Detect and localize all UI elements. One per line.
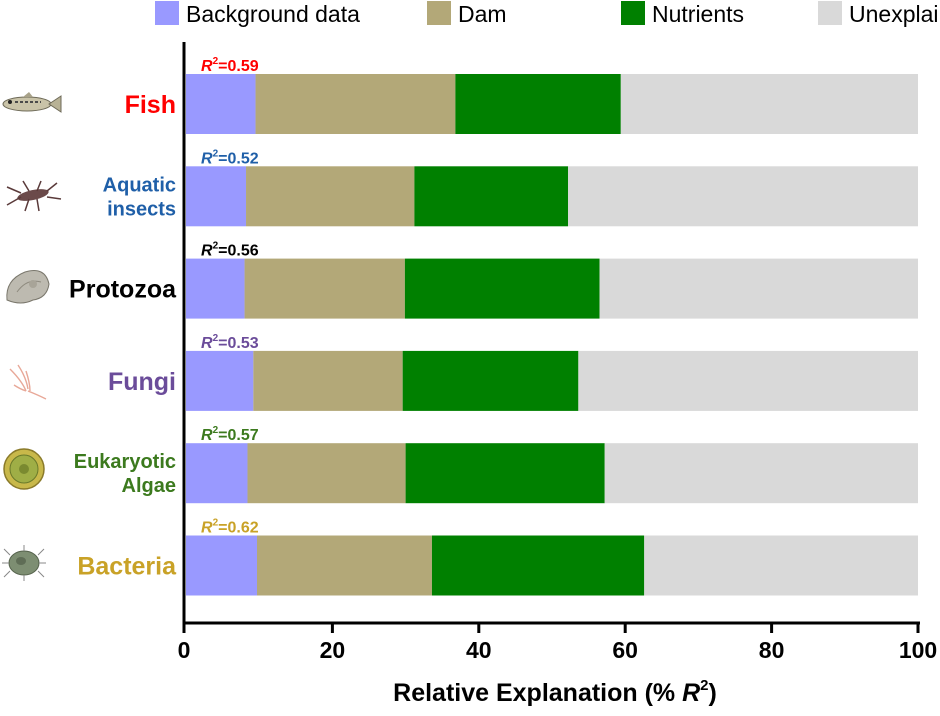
r2-superscript: 2 xyxy=(213,333,219,344)
legend-swatch xyxy=(818,1,842,25)
legend-swatch xyxy=(621,1,645,25)
r2-symbol: R xyxy=(201,150,213,167)
legend-label: Unexplained xyxy=(849,1,940,27)
r2-value: =0.53 xyxy=(218,335,259,352)
x-axis-title: Relative Explanation (% R2) xyxy=(393,677,717,707)
r2-value: =0.62 xyxy=(218,520,259,537)
bar-segment xyxy=(599,258,918,319)
category-label: Fish xyxy=(125,91,176,119)
x-tick-label: 0 xyxy=(178,637,191,663)
r2-value: =0.52 xyxy=(218,150,259,167)
r2-annotations: R2=0.59R2=0.52R2=0.56R2=0.53R2=0.57R2=0.… xyxy=(201,56,259,537)
r2-value: =0.56 xyxy=(218,243,259,260)
x-axis: 0 20 40 60 80 100 xyxy=(178,42,937,663)
r2-symbol: R xyxy=(201,335,213,352)
bar-segment xyxy=(578,350,918,411)
bar-segment xyxy=(620,74,918,134)
x-tick-label: 80 xyxy=(759,637,785,663)
r2-symbol: R xyxy=(201,520,213,537)
bar-segment xyxy=(431,535,645,596)
r2-superscript: 2 xyxy=(213,56,219,67)
legend: Background data Dam Nutrients Unexplained xyxy=(155,1,940,27)
bar-segment xyxy=(402,350,579,411)
r2-superscript: 2 xyxy=(213,518,219,529)
bar-segment xyxy=(414,166,569,227)
legend-item: Unexplained xyxy=(818,1,940,27)
bar-segment xyxy=(455,74,621,134)
x-axis-title-r: R xyxy=(682,679,700,707)
r2-value: =0.57 xyxy=(218,427,259,444)
legend-item: Dam xyxy=(427,1,507,27)
r2-superscript: 2 xyxy=(213,148,219,159)
bar-segment xyxy=(253,350,403,411)
category-label: Fungi xyxy=(108,368,176,396)
legend-item: Nutrients xyxy=(621,1,744,27)
x-tick-label: 40 xyxy=(466,637,492,663)
x-axis-title-prefix: Relative Explanation (% xyxy=(393,679,682,707)
bar-segment xyxy=(186,258,245,319)
category-label: Algae xyxy=(122,475,176,497)
legend-label: Background data xyxy=(186,1,360,27)
bar-segment xyxy=(568,166,918,227)
r2-label: R2=0.52 xyxy=(201,148,259,167)
category-label: insects xyxy=(107,198,176,220)
r2-label: R2=0.56 xyxy=(201,241,259,260)
bar-segment xyxy=(186,166,247,227)
bars xyxy=(186,74,918,596)
legend-label: Nutrients xyxy=(652,1,744,27)
r2-symbol: R xyxy=(201,427,213,444)
organism-icons xyxy=(2,92,62,581)
protozoa-icon xyxy=(6,270,50,304)
legend-swatch xyxy=(427,1,451,25)
bar-segment xyxy=(257,535,432,596)
category-label: Protozoa xyxy=(69,276,177,304)
bar-segment xyxy=(405,443,605,504)
bar-segment xyxy=(604,443,918,504)
bar-segment xyxy=(186,443,248,504)
r2-label: R2=0.59 xyxy=(201,56,259,75)
r2-label: R2=0.62 xyxy=(201,518,259,537)
fungi-icon xyxy=(9,364,47,400)
r2-symbol: R xyxy=(201,58,213,75)
category-label: Bacteria xyxy=(77,553,177,581)
x-axis-title-suffix: ) xyxy=(709,679,717,707)
bar-segment xyxy=(186,350,254,411)
legend-label: Dam xyxy=(458,1,507,27)
x-tick-label: 60 xyxy=(612,637,638,663)
legend-swatch xyxy=(155,1,179,25)
r2-superscript: 2 xyxy=(213,241,219,252)
bar-segment xyxy=(244,258,405,319)
bar-segment xyxy=(247,443,406,504)
bar-segment xyxy=(246,166,415,227)
bar-segment xyxy=(186,74,256,134)
x-axis-title-sup: 2 xyxy=(700,677,708,694)
category-label: Eukaryotic xyxy=(74,451,176,473)
aquatic-insect-icon xyxy=(6,180,62,212)
bar-segment xyxy=(404,258,600,319)
r2-superscript: 2 xyxy=(213,425,219,436)
x-tick-label: 100 xyxy=(899,637,937,663)
r2-symbol: R xyxy=(201,243,213,260)
r2-label: R2=0.53 xyxy=(201,333,259,352)
bar-segment xyxy=(644,535,918,596)
fish-icon xyxy=(2,92,62,113)
legend-item: Background data xyxy=(155,1,360,27)
bar-segment xyxy=(255,74,456,134)
bar-segment xyxy=(186,535,258,596)
bacteria-icon xyxy=(2,545,46,581)
r2-label: R2=0.57 xyxy=(201,425,259,444)
algae-icon xyxy=(3,448,45,490)
x-tick-label: 20 xyxy=(320,637,346,663)
category-label: Aquatic xyxy=(103,174,176,196)
r2-value: =0.59 xyxy=(218,58,259,75)
